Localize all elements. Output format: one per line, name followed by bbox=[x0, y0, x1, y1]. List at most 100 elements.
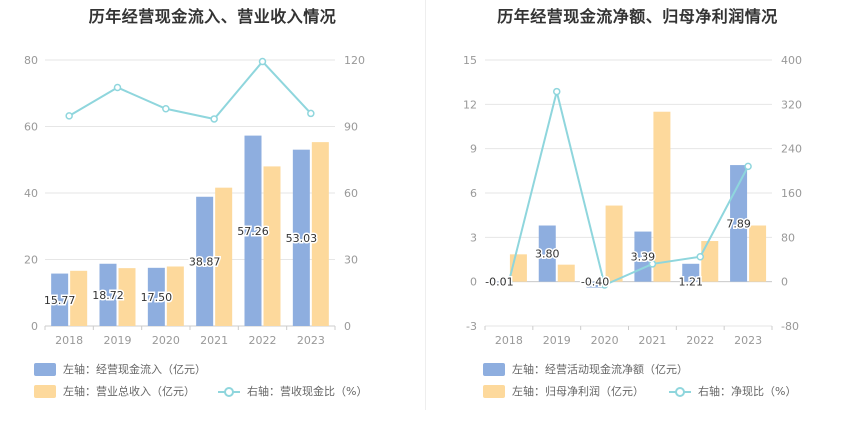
y-left-tick-label: -3 bbox=[466, 320, 477, 333]
legend-item-net-cash-ratio[interactable]: 右轴：净现比（%） bbox=[669, 383, 796, 399]
data-label: 7.89 bbox=[726, 217, 751, 230]
line-point bbox=[553, 87, 561, 96]
data-label: 53.03 bbox=[286, 232, 318, 245]
legend-label: 左轴：营业总收入（亿元） bbox=[63, 385, 195, 398]
legend-item-net-profit[interactable]: 左轴：归母净利润（亿元） bbox=[483, 383, 644, 399]
line-point bbox=[648, 260, 657, 268]
bar bbox=[99, 263, 117, 326]
legend-label: 右轴：净现比（%） bbox=[698, 385, 797, 398]
legend-item-cash-inflow[interactable]: 左轴：经营现金流入（亿元） bbox=[34, 361, 206, 377]
bar bbox=[196, 196, 214, 326]
y-left-tick-label: 20 bbox=[24, 254, 38, 267]
line-point bbox=[600, 281, 609, 289]
y-left-tick-label: 3 bbox=[470, 231, 477, 244]
y-left-tick-label: 40 bbox=[24, 187, 38, 200]
x-tick-label: 2018 bbox=[55, 334, 83, 347]
line-point bbox=[258, 57, 267, 66]
bar bbox=[147, 267, 165, 326]
y-right-tick-label: 400 bbox=[781, 54, 802, 67]
data-label: 3.80 bbox=[535, 248, 560, 261]
y-right-tick-label: 120 bbox=[344, 54, 365, 67]
chart-plot-cash-inflow: 0 20 40 60 80 0 30 60 90 120 2018 2019 2020 2021 2022 2… bbox=[24, 54, 365, 347]
y-right-tick-label: 320 bbox=[781, 98, 802, 111]
bar bbox=[490, 281, 508, 283]
data-label: -0.01 bbox=[485, 276, 513, 289]
data-label: 18.72 bbox=[92, 289, 124, 302]
legend-item-cash-revenue-ratio[interactable]: 右轴：营收现金比（%） bbox=[218, 383, 367, 399]
chart-panel-cash-inflow: 历年经营现金流入、营业收入情况 0 20 40 60 80 0 30 60 90 120 2018 2… bbox=[24, 7, 367, 399]
bar bbox=[292, 149, 310, 326]
bar bbox=[701, 241, 719, 282]
y-right-tick-label: 80 bbox=[781, 231, 795, 244]
legend-item-revenue[interactable]: 左轴：营业总收入（亿元） bbox=[34, 383, 195, 399]
data-label: 3.39 bbox=[631, 251, 656, 264]
y-left-tick-label: 0 bbox=[31, 320, 38, 333]
bar bbox=[311, 142, 329, 326]
bar bbox=[538, 225, 556, 282]
line-point bbox=[505, 277, 513, 286]
legend-label: 右轴：营收现金比（%） bbox=[247, 385, 368, 398]
legend-label: 左轴：经营活动现金流净额（亿元） bbox=[512, 363, 688, 376]
y-left-tick-label: 6 bbox=[470, 187, 477, 200]
y-right-tick-label: 60 bbox=[344, 187, 358, 200]
data-label: 57.26 bbox=[237, 225, 269, 238]
panel-divider bbox=[425, 0, 426, 410]
bar bbox=[70, 270, 88, 326]
legend-swatch-bar-orange bbox=[483, 384, 505, 398]
x-tick-label: 2020 bbox=[152, 334, 180, 347]
x-tick-label: 2021 bbox=[200, 334, 228, 347]
line-point bbox=[696, 252, 704, 261]
y-left-tick-label: 60 bbox=[24, 121, 38, 134]
data-label: 15.77 bbox=[44, 294, 76, 307]
legend-label: 左轴：经营现金流入（亿元） bbox=[63, 363, 206, 376]
line-series bbox=[68, 60, 312, 121]
bar bbox=[586, 281, 604, 288]
data-label: 38.87 bbox=[189, 255, 221, 268]
legend-swatch-bar-orange bbox=[34, 384, 56, 398]
bar bbox=[653, 111, 671, 282]
legend-item-net-cash-flow[interactable]: 左轴：经营活动现金流净额（亿元） bbox=[483, 361, 688, 377]
bar bbox=[749, 225, 767, 282]
x-tick-label: 2018 bbox=[495, 334, 523, 347]
x-tick-label: 2022 bbox=[249, 334, 277, 347]
y-right-tick-label: 160 bbox=[781, 187, 802, 200]
x-tick-label: 2019 bbox=[543, 334, 571, 347]
bar bbox=[51, 273, 69, 326]
line-point bbox=[744, 162, 752, 171]
x-tick-label: 2022 bbox=[686, 334, 714, 347]
legend-swatch-line bbox=[669, 385, 691, 398]
line-point bbox=[65, 112, 73, 120]
x-tick-label: 2023 bbox=[734, 334, 762, 347]
bar bbox=[605, 205, 623, 282]
x-tick-label: 2021 bbox=[638, 334, 666, 347]
y-right-tick-label: 90 bbox=[344, 121, 358, 134]
y-left-tick-label: 80 bbox=[24, 54, 38, 67]
y-left-tick-label: 9 bbox=[470, 143, 477, 156]
line-series bbox=[507, 91, 749, 287]
legend-swatch-bar-blue bbox=[34, 362, 56, 376]
legend-label: 左轴：归母净利润（亿元） bbox=[512, 385, 644, 398]
bar bbox=[557, 264, 575, 282]
y-right-tick-label: 240 bbox=[781, 143, 802, 156]
legend-swatch-bar-blue bbox=[483, 362, 505, 376]
chart-plot-net-cash: -3 0 3 6 9 12 15 -80 0 80 160 240 320 400 2018 2019 2020… bbox=[463, 54, 802, 347]
line-point bbox=[210, 115, 218, 123]
bar bbox=[215, 187, 233, 326]
bar bbox=[263, 166, 281, 326]
chart-panel-net-cash: 历年经营现金流净额、归母净利润情况 -3 0 3 6 9 12 15 -80 0 80 160 240… bbox=[425, 0, 850, 436]
legend-swatch-line bbox=[218, 385, 240, 398]
bar bbox=[118, 268, 136, 326]
y-right-tick-label: 30 bbox=[344, 254, 358, 267]
x-tick-label: 2020 bbox=[591, 334, 619, 347]
data-label: -0.40 bbox=[581, 276, 609, 289]
data-label: 17.50 bbox=[141, 291, 173, 304]
y-left-tick-label: 0 bbox=[470, 276, 477, 289]
x-tick-label: 2019 bbox=[104, 334, 132, 347]
data-label: 1.21 bbox=[679, 276, 704, 289]
line-point bbox=[162, 105, 170, 113]
line-point bbox=[307, 109, 315, 118]
chart-title: 历年经营现金流入、营业收入情况 bbox=[88, 7, 337, 26]
bar bbox=[244, 135, 262, 326]
bar bbox=[682, 263, 700, 282]
